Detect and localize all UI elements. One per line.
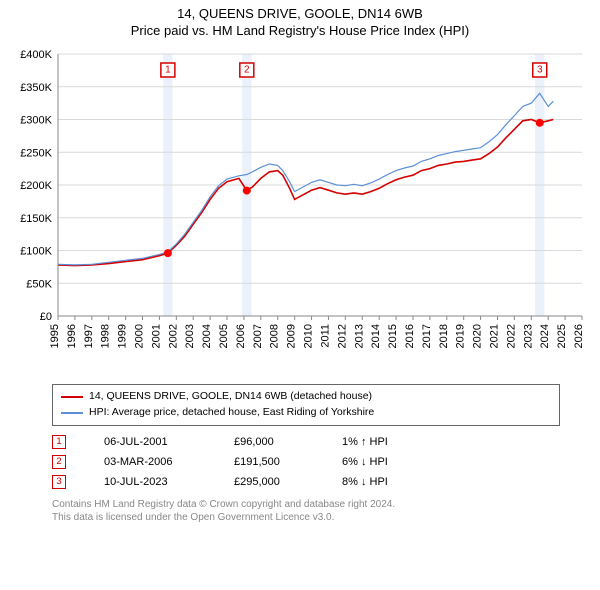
x-axis-label: 2013 (353, 324, 365, 348)
x-axis-label: 2011 (319, 324, 331, 348)
marker-number: 3 (537, 65, 543, 76)
x-axis-label: 2022 (505, 324, 517, 348)
x-axis-label: 2019 (455, 324, 467, 348)
footer-attribution: Contains HM Land Registry data © Crown c… (52, 498, 560, 525)
x-axis-label: 2006 (235, 324, 247, 348)
legend-swatch (61, 396, 83, 398)
legend: 14, QUEENS DRIVE, GOOLE, DN14 6WB (detac… (52, 384, 560, 426)
x-axis-label: 2009 (286, 324, 298, 348)
x-axis-label: 2014 (370, 324, 382, 348)
x-axis-label: 1995 (49, 324, 61, 348)
legend-label: 14, QUEENS DRIVE, GOOLE, DN14 6WB (detac… (89, 389, 372, 405)
y-axis-label: £100K (20, 246, 52, 258)
transaction-row: 2 03-MAR-2006 £191,500 6% ↓ HPI (52, 452, 560, 472)
chart-area: £0 £50K £100K £150K £200K £250K £300K £350K £400… (10, 46, 590, 376)
x-axis-label: 1997 (83, 324, 95, 348)
x-axis-label: 2005 (218, 324, 230, 348)
x-axis-label: 2017 (421, 324, 433, 348)
x-axis-label: 2024 (539, 324, 551, 348)
x-axis-label: 2001 (150, 324, 162, 348)
sale-point (536, 119, 544, 127)
marker-number: 2 (244, 65, 250, 76)
x-axis-label: 2021 (488, 324, 500, 348)
sale-point (243, 187, 251, 195)
x-axis-label: 2023 (522, 324, 534, 348)
x-axis-label: 2000 (134, 324, 146, 348)
sale-point (164, 249, 172, 257)
transactions-table: 1 06-JUL-2001 £96,000 1% ↑ HPI 2 03-MAR-2006 £… (52, 432, 560, 492)
transaction-diff: 6% ↓ HPI (342, 456, 388, 468)
x-axis-label: 1999 (117, 324, 129, 348)
x-axis-label: 2008 (269, 324, 281, 348)
transaction-price: £96,000 (234, 436, 304, 448)
footer-line1: Contains HM Land Registry data © Crown c… (52, 498, 560, 512)
transaction-diff: 8% ↓ HPI (342, 476, 388, 488)
y-axis-label: £400K (20, 49, 52, 61)
y-axis-label: £150K (20, 213, 52, 225)
legend-swatch (61, 412, 83, 414)
y-axis-label: £200K (20, 180, 52, 192)
transaction-row: 3 10-JUL-2023 £295,000 8% ↓ HPI (52, 472, 560, 492)
x-axis-label: 2015 (387, 324, 399, 348)
legend-row: HPI: Average price, detached house, East… (61, 405, 551, 421)
legend-row: 14, QUEENS DRIVE, GOOLE, DN14 6WB (detac… (61, 389, 551, 405)
x-axis-label: 2025 (556, 324, 568, 348)
x-axis-label: 2016 (404, 324, 416, 348)
x-axis-label: 2010 (303, 324, 315, 348)
x-axis-label: 2003 (184, 324, 196, 348)
legend-label: HPI: Average price, detached house, East… (89, 405, 374, 421)
y-axis-label: £0 (40, 311, 52, 323)
marker-number: 1 (165, 65, 171, 76)
transaction-date: 06-JUL-2001 (104, 436, 196, 448)
x-axis-label: 1998 (100, 324, 112, 348)
y-axis-label: £350K (20, 82, 52, 94)
price-chart: £0 £50K £100K £150K £200K £250K £300K £350K £400… (10, 46, 590, 376)
chart-container: 14, QUEENS DRIVE, GOOLE, DN14 6WB Price … (0, 0, 600, 533)
transaction-badge: 1 (52, 435, 66, 449)
transaction-row: 1 06-JUL-2001 £96,000 1% ↑ HPI (52, 432, 560, 452)
chart-title-subtitle: Price paid vs. HM Land Registry's House … (10, 23, 590, 38)
footer-line2: This data is licensed under the Open Gov… (52, 511, 560, 525)
transaction-badge: 2 (52, 455, 66, 469)
x-axis-label: 1996 (66, 324, 78, 348)
transaction-price: £191,500 (234, 456, 304, 468)
transaction-badge: 3 (52, 475, 66, 489)
y-axis-label: £50K (26, 278, 52, 290)
x-axis-label: 2020 (472, 324, 484, 348)
y-axis-label: £300K (20, 115, 52, 127)
transaction-price: £295,000 (234, 476, 304, 488)
x-axis-label: 2002 (167, 324, 179, 348)
x-axis-label: 2007 (252, 324, 264, 348)
transaction-date: 10-JUL-2023 (104, 476, 196, 488)
y-axis-label: £250K (20, 147, 52, 159)
transaction-diff: 1% ↑ HPI (342, 436, 388, 448)
x-axis-label: 2012 (336, 324, 348, 348)
transaction-date: 03-MAR-2006 (104, 456, 196, 468)
x-axis-label: 2018 (438, 324, 450, 348)
x-axis-label: 2026 (573, 324, 585, 348)
x-axis-label: 2004 (201, 324, 213, 348)
chart-title-address: 14, QUEENS DRIVE, GOOLE, DN14 6WB (10, 6, 590, 21)
